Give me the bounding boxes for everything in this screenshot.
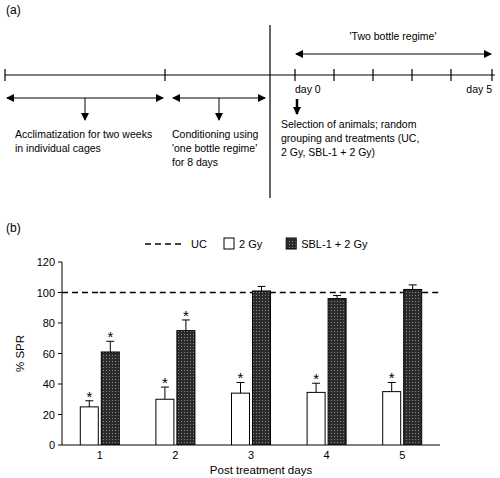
phase-text: Acclimatization for two weeks: [15, 128, 152, 140]
panel-b: (b) 0 20 40 60 80 100 120 1 2 3 4 5 Post treatment da…: [6, 221, 440, 476]
x-tick-label: 2: [172, 449, 178, 461]
y-tick-label: 120: [37, 256, 55, 268]
significance-mark: *: [183, 307, 189, 324]
phase-text: in individual cages: [15, 142, 101, 154]
down-arrow: [296, 99, 299, 114]
significance-mark: *: [107, 328, 113, 345]
significance-mark: *: [389, 369, 395, 386]
down-arrow: [219, 98, 220, 120]
legend-swatch: [286, 238, 296, 249]
figure: (a) 'Two bottle regime' day 0 day 5 Acclimat…: [0, 0, 500, 478]
panel-label: (a): [6, 3, 21, 17]
x-axis-title: Post treatment days: [210, 464, 313, 476]
y-tick: [58, 292, 62, 293]
error-bar: [409, 285, 417, 290]
bar: [232, 393, 250, 445]
x-tick-label: 4: [324, 449, 330, 461]
panel-label: (b): [6, 221, 21, 235]
legend-label: 2 Gy: [239, 238, 263, 250]
treatment-text: 2 Gy, SBL-1 + 2 Gy): [281, 146, 375, 158]
down-arrow: [85, 98, 86, 120]
y-axis-title: % SPR: [14, 335, 26, 372]
plot-area: [62, 285, 440, 445]
legend-swatch: [224, 238, 234, 249]
legend-label: UC: [191, 238, 207, 250]
bar: [101, 352, 119, 445]
timeline-tick: [450, 69, 451, 81]
significance-mark: *: [162, 374, 168, 391]
timeline-tick: [411, 69, 412, 81]
bar: [156, 399, 174, 445]
phase-text: 'one bottle regime': [172, 142, 257, 154]
y-tick-label: 100: [37, 287, 55, 299]
day-label: day 0: [295, 83, 321, 95]
legend: UC 2 Gy SBL-1 + 2 Gy: [145, 238, 368, 250]
bar: [328, 299, 346, 445]
y-tick: [58, 353, 62, 354]
day-label: day 5: [466, 83, 492, 95]
x-tick-label: 3: [248, 449, 254, 461]
bar: [80, 407, 98, 445]
error-bar: [258, 286, 266, 291]
treatment-text: grouping and treatments (UC,: [281, 132, 419, 144]
treatment-text: Selection of animals; random: [281, 118, 417, 130]
reference-line: [100, 292, 402, 294]
y-tick: [58, 384, 62, 385]
bar: [404, 289, 422, 445]
y-tick: [58, 262, 62, 263]
bar: [177, 331, 195, 445]
panel-a: (a) 'Two bottle regime' day 0 day 5 Acclimat…: [5, 3, 495, 198]
x-tick-label: 5: [399, 449, 405, 461]
x-tick-label: 1: [97, 449, 103, 461]
y-tick-label: 40: [43, 378, 55, 390]
timeline-tick: [294, 69, 295, 81]
y-tick: [58, 445, 62, 446]
y-tick-label: 60: [43, 348, 55, 360]
phase-text: Conditioning using: [172, 128, 259, 140]
divider: [269, 25, 270, 198]
regime-label: 'Two bottle regime': [350, 30, 437, 42]
significance-mark: *: [313, 370, 319, 387]
legend-label: SBL-1 + 2 Gy: [301, 238, 368, 250]
timeline-tick: [164, 69, 165, 81]
timeline-tick: [491, 69, 492, 81]
error-bar: [333, 296, 341, 299]
timeline-tick: [372, 69, 373, 81]
timeline-tick: [4, 69, 5, 81]
y-tick-label: 80: [43, 317, 55, 329]
y-tick: [58, 414, 62, 415]
legend-swatch: [145, 243, 185, 245]
timeline-tick: [333, 69, 334, 81]
significance-mark: *: [86, 388, 92, 405]
bar: [307, 392, 325, 445]
timeline: [5, 74, 495, 75]
reference-line-extension: [62, 292, 100, 294]
bar: [383, 392, 401, 445]
annotations: * * * * * * *: [86, 307, 394, 405]
y-tick-label: 0: [49, 439, 55, 451]
y-tick-label: 20: [43, 409, 55, 421]
double-arrow: [296, 54, 491, 55]
significance-mark: *: [238, 369, 244, 386]
y-tick: [58, 323, 62, 324]
bar: [253, 291, 271, 445]
phase-text: for 8 days: [172, 156, 218, 168]
